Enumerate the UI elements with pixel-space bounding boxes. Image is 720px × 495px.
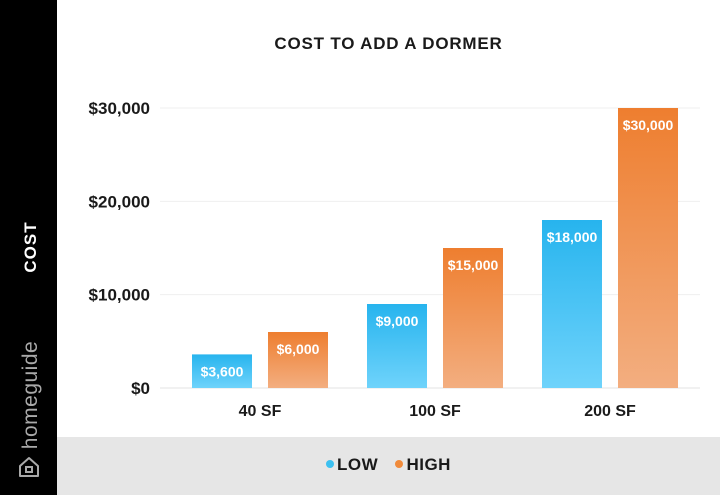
legend-high-label: HIGH xyxy=(406,455,451,474)
sidebar: COST homeguide xyxy=(0,0,57,495)
bar-high xyxy=(618,108,678,388)
legend-item-high: HIGH xyxy=(395,455,451,475)
legend-low-label: LOW xyxy=(337,455,379,474)
legend: LOW HIGH xyxy=(57,455,720,475)
data-label-high: $30,000 xyxy=(623,117,674,133)
data-label-low: $9,000 xyxy=(376,313,419,329)
y-tick-label: $20,000 xyxy=(89,192,150,211)
legend-bar: LOW HIGH xyxy=(57,437,720,495)
x-tick-label: 200 SF xyxy=(584,403,636,420)
data-label-high: $6,000 xyxy=(277,341,320,357)
y-tick-label: $30,000 xyxy=(89,99,150,118)
bar-high xyxy=(268,332,328,388)
chart-title: COST TO ADD A DORMER xyxy=(274,34,503,53)
bar-low xyxy=(367,304,427,388)
data-label-high: $15,000 xyxy=(448,257,499,273)
legend-high-dot xyxy=(395,459,404,468)
data-label-low: $3,600 xyxy=(201,363,244,379)
legend-item-low: LOW xyxy=(326,455,378,475)
y-tick-label: $10,000 xyxy=(89,286,150,305)
x-tick-label: 40 SF xyxy=(239,403,282,420)
bar-low xyxy=(542,220,602,388)
house-icon xyxy=(19,457,39,477)
data-label-low: $18,000 xyxy=(547,229,598,245)
x-tick-label: 100 SF xyxy=(409,403,461,420)
bar-low xyxy=(192,354,252,388)
chart: $0 $10,000 $20,000 $30,000 $3,600 $6,000 40 SF… xyxy=(89,99,700,420)
bar-high xyxy=(443,248,503,388)
y-tick-label: $0 xyxy=(131,379,150,398)
legend-low-dot xyxy=(326,459,335,468)
